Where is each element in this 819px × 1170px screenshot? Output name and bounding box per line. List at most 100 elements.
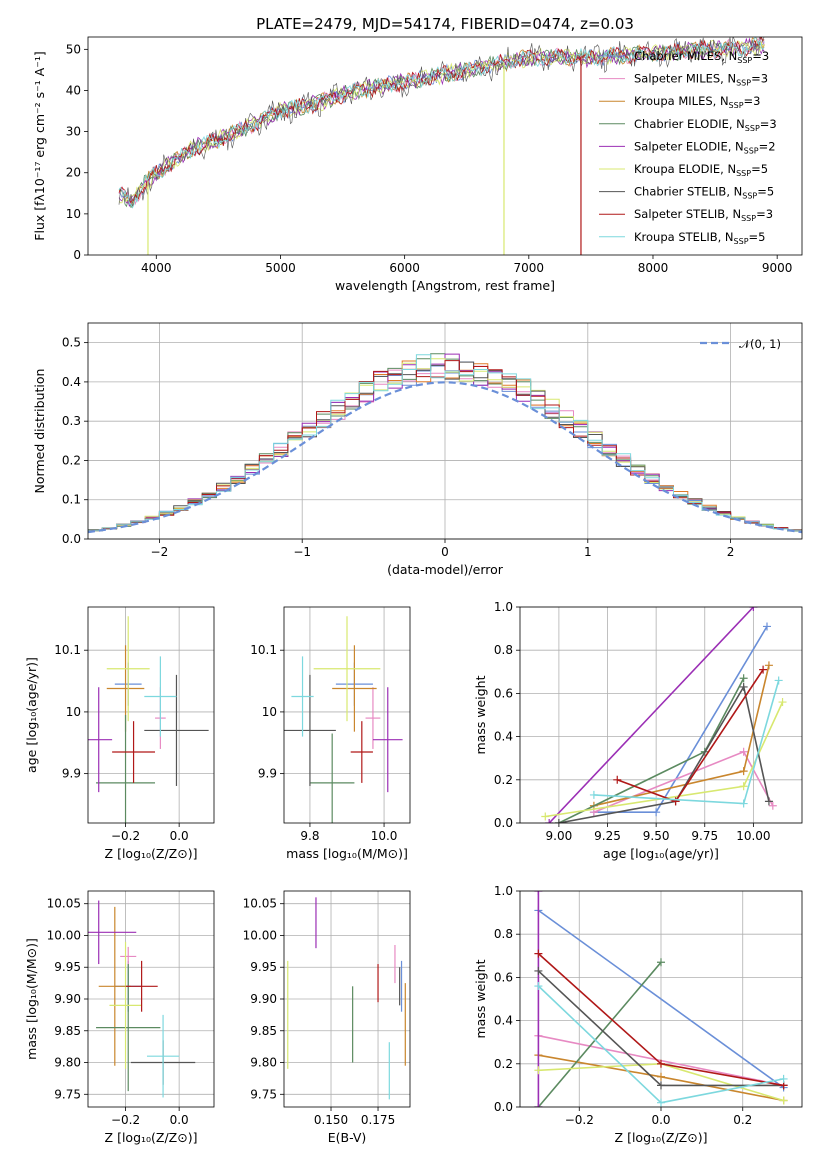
y-tick-label: 9.75 (250, 1087, 277, 1101)
x-tick-label: 9000 (762, 261, 793, 275)
spectrum-line (118, 37, 765, 209)
legend-entry: Chabrier MILES, NSSP=3 (634, 49, 769, 65)
weight-marker (759, 665, 768, 674)
age-vs-mass-panel: 9.8 10.0 9.9 10 10.1 mass [log₁₀(M/M⊙)] (250, 606, 411, 861)
y-tick-label: 10.00 (47, 928, 81, 942)
y-tick-label: 30 (66, 125, 81, 139)
y-tick-label: 0.6 (494, 970, 513, 984)
x-tick-label: −0.2 (111, 829, 140, 843)
y-tick-label: 9.9 (62, 767, 81, 781)
weight-marker (589, 790, 598, 799)
y-tick-label: 0.2 (494, 1057, 513, 1071)
x-tick-label: 8000 (638, 261, 669, 275)
weight-marker (739, 674, 748, 683)
weight-marker (671, 797, 680, 806)
weight-marker (779, 1096, 788, 1105)
x-tick-label: 0 (441, 545, 449, 559)
y-tick-label: 10 (262, 705, 277, 719)
x-tick-label: 2 (727, 545, 735, 559)
y-tick-label: 0.4 (494, 1014, 513, 1028)
y-tick-label: 0.2 (62, 453, 81, 467)
y-axis-label: Normed distribution (32, 369, 47, 494)
y-tick-label: 1.0 (494, 884, 513, 898)
weight-line (593, 625, 768, 814)
y-tick-label: 10.05 (243, 897, 277, 911)
weight-lines (541, 607, 787, 823)
y-tick-label: 0.8 (494, 643, 513, 657)
spectrum-panel: 4000 5000 6000 7000 8000 9000 0 10 20 30 40 50 wavel… (32, 36, 803, 293)
weight-marker (545, 819, 554, 823)
x-tick-label: 9.25 (594, 829, 621, 843)
axes-frame (87, 606, 215, 824)
y-tick-label: 40 (66, 83, 81, 97)
spectrum-lines (118, 37, 765, 255)
x-tick-label: 10.0 (371, 829, 398, 843)
weight-marker (739, 747, 748, 756)
y-tick-label: 0 (73, 248, 81, 262)
x-axis-label: wavelength [Angstrom, rest frame] (335, 278, 555, 293)
legend-entry: Chabrier STELIB, NSSP=5 (634, 185, 774, 201)
x-tick-label: 0.2 (733, 1113, 752, 1127)
weight-marker (768, 801, 777, 810)
weight-marker (613, 775, 622, 784)
y-tick-label: 10.1 (250, 643, 277, 657)
weight-marker (739, 799, 748, 808)
weight-marker (534, 949, 543, 958)
x-tick-label: −1 (293, 545, 311, 559)
y-tick-label: 0.4 (62, 375, 81, 389)
errorbars (287, 897, 406, 1100)
weight-marker (554, 819, 563, 823)
x-axis-label: E(B-V) (328, 1130, 367, 1145)
y-axis-label: mass [log₁₀(M/M⊙)] (24, 938, 39, 1060)
weight-marker (534, 891, 543, 895)
weight-marker (749, 607, 758, 611)
y-tick-label: 0.0 (494, 1100, 513, 1114)
x-tick-label: −0.2 (111, 1113, 140, 1127)
y-axis-label: mass weight (473, 675, 488, 754)
y-tick-label: 0.6 (494, 686, 513, 700)
histograms (88, 353, 802, 534)
x-tick-label: 0.0 (170, 829, 189, 843)
y-tick-label: 9.80 (250, 1056, 277, 1070)
y-tick-label: 0.4 (494, 730, 513, 744)
x-tick-label: 0.0 (651, 1113, 670, 1127)
weight-marker (739, 682, 748, 691)
legend-entry: 𝒩(0, 1) (739, 337, 781, 351)
x-tick-label: 6000 (389, 261, 420, 275)
x-axis-label: age [log₁₀(age/yr)] (603, 846, 719, 861)
weight-line (616, 669, 764, 803)
spectrum-line (118, 37, 765, 207)
x-tick-label: 9.00 (546, 829, 573, 843)
weight-lines (534, 891, 788, 1107)
y-tick-label: 9.9 (258, 767, 277, 781)
weight-line (548, 607, 754, 823)
y-tick-label: 0.1 (62, 493, 81, 507)
x-axis-label: mass [log₁₀(M/M⊙)] (286, 846, 408, 861)
weight-line (558, 684, 770, 823)
weight-marker (764, 661, 773, 670)
y-tick-label: 9.75 (54, 1087, 81, 1101)
legend-entry: Kroupa STELIB, NSSP=5 (634, 230, 765, 246)
weight-marker (541, 812, 550, 821)
x-tick-label: 0.0 (170, 1113, 189, 1127)
axes-frame (87, 322, 803, 540)
y-tick-label: 0.3 (62, 414, 81, 428)
axes-frame (519, 606, 803, 824)
weight-marker (762, 622, 771, 631)
y-tick-label: 9.80 (54, 1056, 81, 1070)
y-tick-label: 10.1 (54, 643, 81, 657)
x-tick-label: 9.8 (300, 829, 319, 843)
y-tick-label: 9.90 (54, 992, 81, 1006)
weight-marker (534, 966, 543, 975)
histogram-series (88, 354, 802, 532)
weight-marker (739, 782, 748, 791)
x-tick-label: 5000 (265, 261, 296, 275)
figure-title: PLATE=2479, MJD=54174, FIBERID=0474, z=0… (256, 15, 634, 33)
weight-marker (779, 1074, 788, 1083)
axes-frame (519, 890, 803, 1108)
y-tick-label: 9.95 (54, 960, 81, 974)
axes-frame (87, 890, 215, 1108)
mass-vs-Z-panel: −0.2 0.0 9.75 9.80 9.85 9.90 9.95 10.00 10.05 Z [… (24, 890, 215, 1145)
legend-entry: Kroupa ELODIE, NSSP=5 (634, 162, 768, 178)
